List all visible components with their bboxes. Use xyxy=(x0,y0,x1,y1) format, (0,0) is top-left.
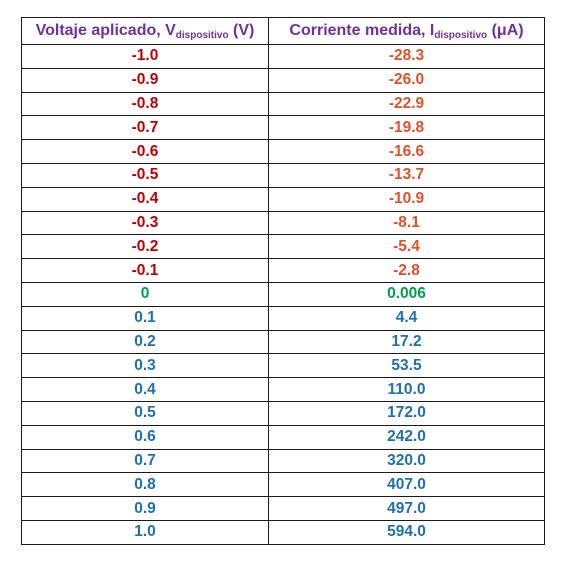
table-row: 0.5 172.0 xyxy=(21,400,545,426)
voltage-cell: 0.8 xyxy=(21,472,269,498)
current-cell: -22.9 xyxy=(268,91,545,117)
header-current-sub: dispositivo xyxy=(434,30,488,41)
current-cell: 4.4 xyxy=(268,305,545,331)
voltage-cell: -0.5 xyxy=(21,162,269,188)
voltage-cell: -0.6 xyxy=(21,139,269,164)
voltage-cell: -0.8 xyxy=(21,91,269,117)
voltage-cell: 0.1 xyxy=(21,305,269,331)
table-row: 0.8 407.0 xyxy=(21,472,545,498)
current-cell: 594.0 xyxy=(268,519,545,545)
voltage-cell: 0.9 xyxy=(21,496,269,521)
voltage-cell: -0.3 xyxy=(21,210,269,236)
table-row: -0.3 -8.1 xyxy=(21,210,545,236)
current-cell: -28.3 xyxy=(268,44,545,69)
table-row: -0.5 -13.7 xyxy=(21,162,545,188)
table-row: -0.4 -10.9 xyxy=(21,186,545,212)
current-cell: -2.8 xyxy=(268,258,545,283)
table-row: -0.2 -5.4 xyxy=(21,234,545,260)
current-cell: -10.9 xyxy=(268,186,545,212)
table-row: 0.2 17.2 xyxy=(21,329,545,355)
header-current-main: Corriente medida, I xyxy=(289,22,435,39)
header-voltage-sub: dispositivo xyxy=(175,30,229,41)
table-row: 0 0.006 xyxy=(21,281,545,307)
voltage-cell: 0 xyxy=(21,281,269,307)
table-body: -1.0 -28.3 -0.9 -26.0 -0.8 -22.9 -0.7 -19.8 -0.6… xyxy=(21,44,545,545)
current-cell: 0.006 xyxy=(268,281,545,307)
voltage-cell: 0.5 xyxy=(21,400,269,426)
current-cell: 53.5 xyxy=(268,353,545,379)
iv-data-table: Voltaje aplicado, Vdispositivo (V) Corri… xyxy=(21,17,545,545)
current-cell: -8.1 xyxy=(268,210,545,236)
current-cell: 242.0 xyxy=(268,424,545,450)
current-cell: 17.2 xyxy=(268,329,545,355)
voltage-cell: 0.3 xyxy=(21,353,269,379)
header-voltage: Voltaje aplicado, Vdispositivo (V) xyxy=(21,17,269,45)
voltage-cell: -0.1 xyxy=(21,258,269,283)
table-row: 0.7 320.0 xyxy=(21,448,545,474)
current-cell: 172.0 xyxy=(268,400,545,426)
table-row: -0.6 -16.6 xyxy=(21,139,545,164)
current-cell: -26.0 xyxy=(268,67,545,93)
table-row: 1.0 594.0 xyxy=(21,519,545,545)
voltage-cell: 0.6 xyxy=(21,424,269,450)
voltage-cell: 0.7 xyxy=(21,448,269,474)
table-header-row: Voltaje aplicado, Vdispositivo (V) Corri… xyxy=(21,17,545,45)
voltage-cell: -0.9 xyxy=(21,67,269,93)
table-row: -0.7 -19.8 xyxy=(21,115,545,141)
table-row: -0.9 -26.0 xyxy=(21,67,545,93)
table-row: -1.0 -28.3 xyxy=(21,44,545,69)
header-voltage-main: Voltaje aplicado, V xyxy=(35,22,176,39)
current-cell: -19.8 xyxy=(268,115,545,141)
header-current: Corriente medida, Idispositivo (μA) xyxy=(268,17,545,45)
voltage-cell: -0.2 xyxy=(21,234,269,260)
voltage-cell: 0.2 xyxy=(21,329,269,355)
current-cell: -16.6 xyxy=(268,139,545,164)
voltage-cell: 1.0 xyxy=(21,519,269,545)
table-row: 0.1 4.4 xyxy=(21,305,545,331)
table-row: 0.4 110.0 xyxy=(21,377,545,402)
table-row: -0.8 -22.9 xyxy=(21,91,545,117)
current-cell: 110.0 xyxy=(268,377,545,402)
table-row: -0.1 -2.8 xyxy=(21,258,545,283)
current-cell: 320.0 xyxy=(268,448,545,474)
table-row: 0.6 242.0 xyxy=(21,424,545,450)
header-current-unit: (μA) xyxy=(487,22,524,39)
voltage-cell: -1.0 xyxy=(21,44,269,69)
table-row: 0.9 497.0 xyxy=(21,496,545,521)
current-cell: -5.4 xyxy=(268,234,545,260)
current-cell: -13.7 xyxy=(268,162,545,188)
header-voltage-unit: (V) xyxy=(228,22,255,39)
voltage-cell: -0.7 xyxy=(21,115,269,141)
voltage-cell: 0.4 xyxy=(21,377,269,402)
table-row: 0.3 53.5 xyxy=(21,353,545,379)
voltage-cell: -0.4 xyxy=(21,186,269,212)
current-cell: 497.0 xyxy=(268,496,545,521)
current-cell: 407.0 xyxy=(268,472,545,498)
